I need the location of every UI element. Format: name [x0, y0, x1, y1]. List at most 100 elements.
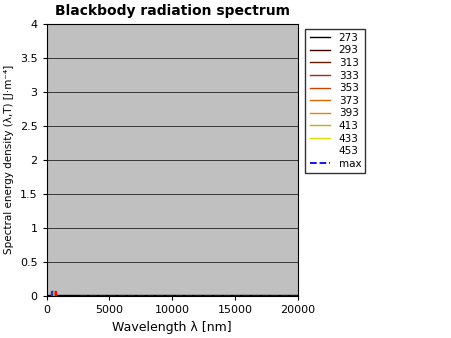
313 [50, 294, 55, 298]
293 [294, 294, 299, 298]
373 [263, 294, 269, 298]
max [75, 294, 80, 298]
453 [144, 294, 149, 298]
393 [144, 294, 149, 298]
353 [143, 294, 149, 298]
453 [290, 294, 295, 298]
373 [290, 294, 295, 298]
333 [154, 294, 160, 298]
373 [92, 294, 98, 298]
max [75, 294, 80, 298]
373 [50, 294, 55, 298]
393 [263, 294, 269, 298]
max [294, 294, 299, 298]
Legend: 273, 293, 313, 333, 353, 373, 393, 413, 433, 453, max: 273, 293, 313, 333, 353, 373, 393, 413, … [305, 29, 365, 173]
353 [78, 294, 83, 298]
453 [154, 294, 160, 298]
Bar [52, 291, 53, 296]
X-axis label: Wavelength λ [nm]: Wavelength λ [nm] [112, 321, 231, 334]
333 [50, 294, 55, 298]
353 [263, 294, 269, 298]
433 [263, 294, 269, 298]
Bar [53, 291, 54, 296]
max [226, 294, 232, 298]
313 [154, 294, 160, 298]
293 [92, 294, 98, 298]
453 [92, 294, 98, 298]
433 [92, 294, 98, 298]
393 [78, 294, 83, 298]
413 [290, 294, 295, 298]
max [99, 294, 104, 298]
413 [154, 294, 160, 298]
453 [124, 294, 129, 298]
373 [141, 294, 147, 298]
433 [50, 294, 55, 298]
413 [132, 294, 137, 298]
273 [92, 294, 98, 298]
413 [144, 294, 149, 298]
293 [263, 294, 269, 298]
max [101, 294, 107, 298]
273 [154, 294, 160, 298]
413 [92, 294, 98, 298]
293 [290, 294, 295, 298]
Bar [51, 291, 52, 296]
Bar [46, 295, 297, 296]
353 [294, 294, 299, 298]
453 [294, 294, 299, 298]
293 [78, 294, 83, 298]
353 [50, 294, 55, 298]
313 [78, 294, 83, 298]
333 [290, 294, 295, 298]
333 [153, 294, 158, 298]
333 [294, 294, 299, 298]
273 [290, 294, 295, 298]
313 [160, 294, 165, 298]
293 [154, 294, 160, 298]
413 [263, 294, 269, 298]
453 [263, 294, 269, 298]
373 [154, 294, 160, 298]
273 [143, 294, 149, 298]
433 [78, 294, 83, 298]
393 [92, 294, 98, 298]
353 [147, 294, 152, 298]
433 [290, 294, 295, 298]
Bar [55, 291, 56, 296]
393 [50, 294, 55, 298]
453 [50, 294, 55, 298]
373 [144, 294, 149, 298]
293 [168, 294, 173, 298]
333 [78, 294, 83, 298]
max [74, 294, 79, 298]
333 [92, 294, 98, 298]
393 [136, 294, 142, 298]
273 [78, 294, 83, 298]
413 [78, 294, 83, 298]
273 [294, 294, 299, 298]
Y-axis label: Spectral energy density (λ,T) [J·m⁻⁴]: Spectral energy density (λ,T) [J·m⁻⁴] [4, 65, 14, 255]
433 [128, 294, 133, 298]
Title: Blackbody radiation spectrum: Blackbody radiation spectrum [55, 4, 289, 18]
353 [290, 294, 295, 298]
433 [294, 294, 299, 298]
373 [78, 294, 83, 298]
293 [50, 294, 55, 298]
333 [263, 294, 269, 298]
313 [263, 294, 269, 298]
373 [294, 294, 299, 298]
273 [263, 294, 269, 298]
313 [294, 294, 299, 298]
293 [143, 294, 149, 298]
273 [50, 294, 55, 298]
313 [290, 294, 295, 298]
433 [154, 294, 160, 298]
353 [92, 294, 98, 298]
413 [50, 294, 55, 298]
313 [92, 294, 98, 298]
393 [154, 294, 160, 298]
Bar [54, 291, 55, 296]
273 [177, 294, 182, 298]
393 [294, 294, 299, 298]
